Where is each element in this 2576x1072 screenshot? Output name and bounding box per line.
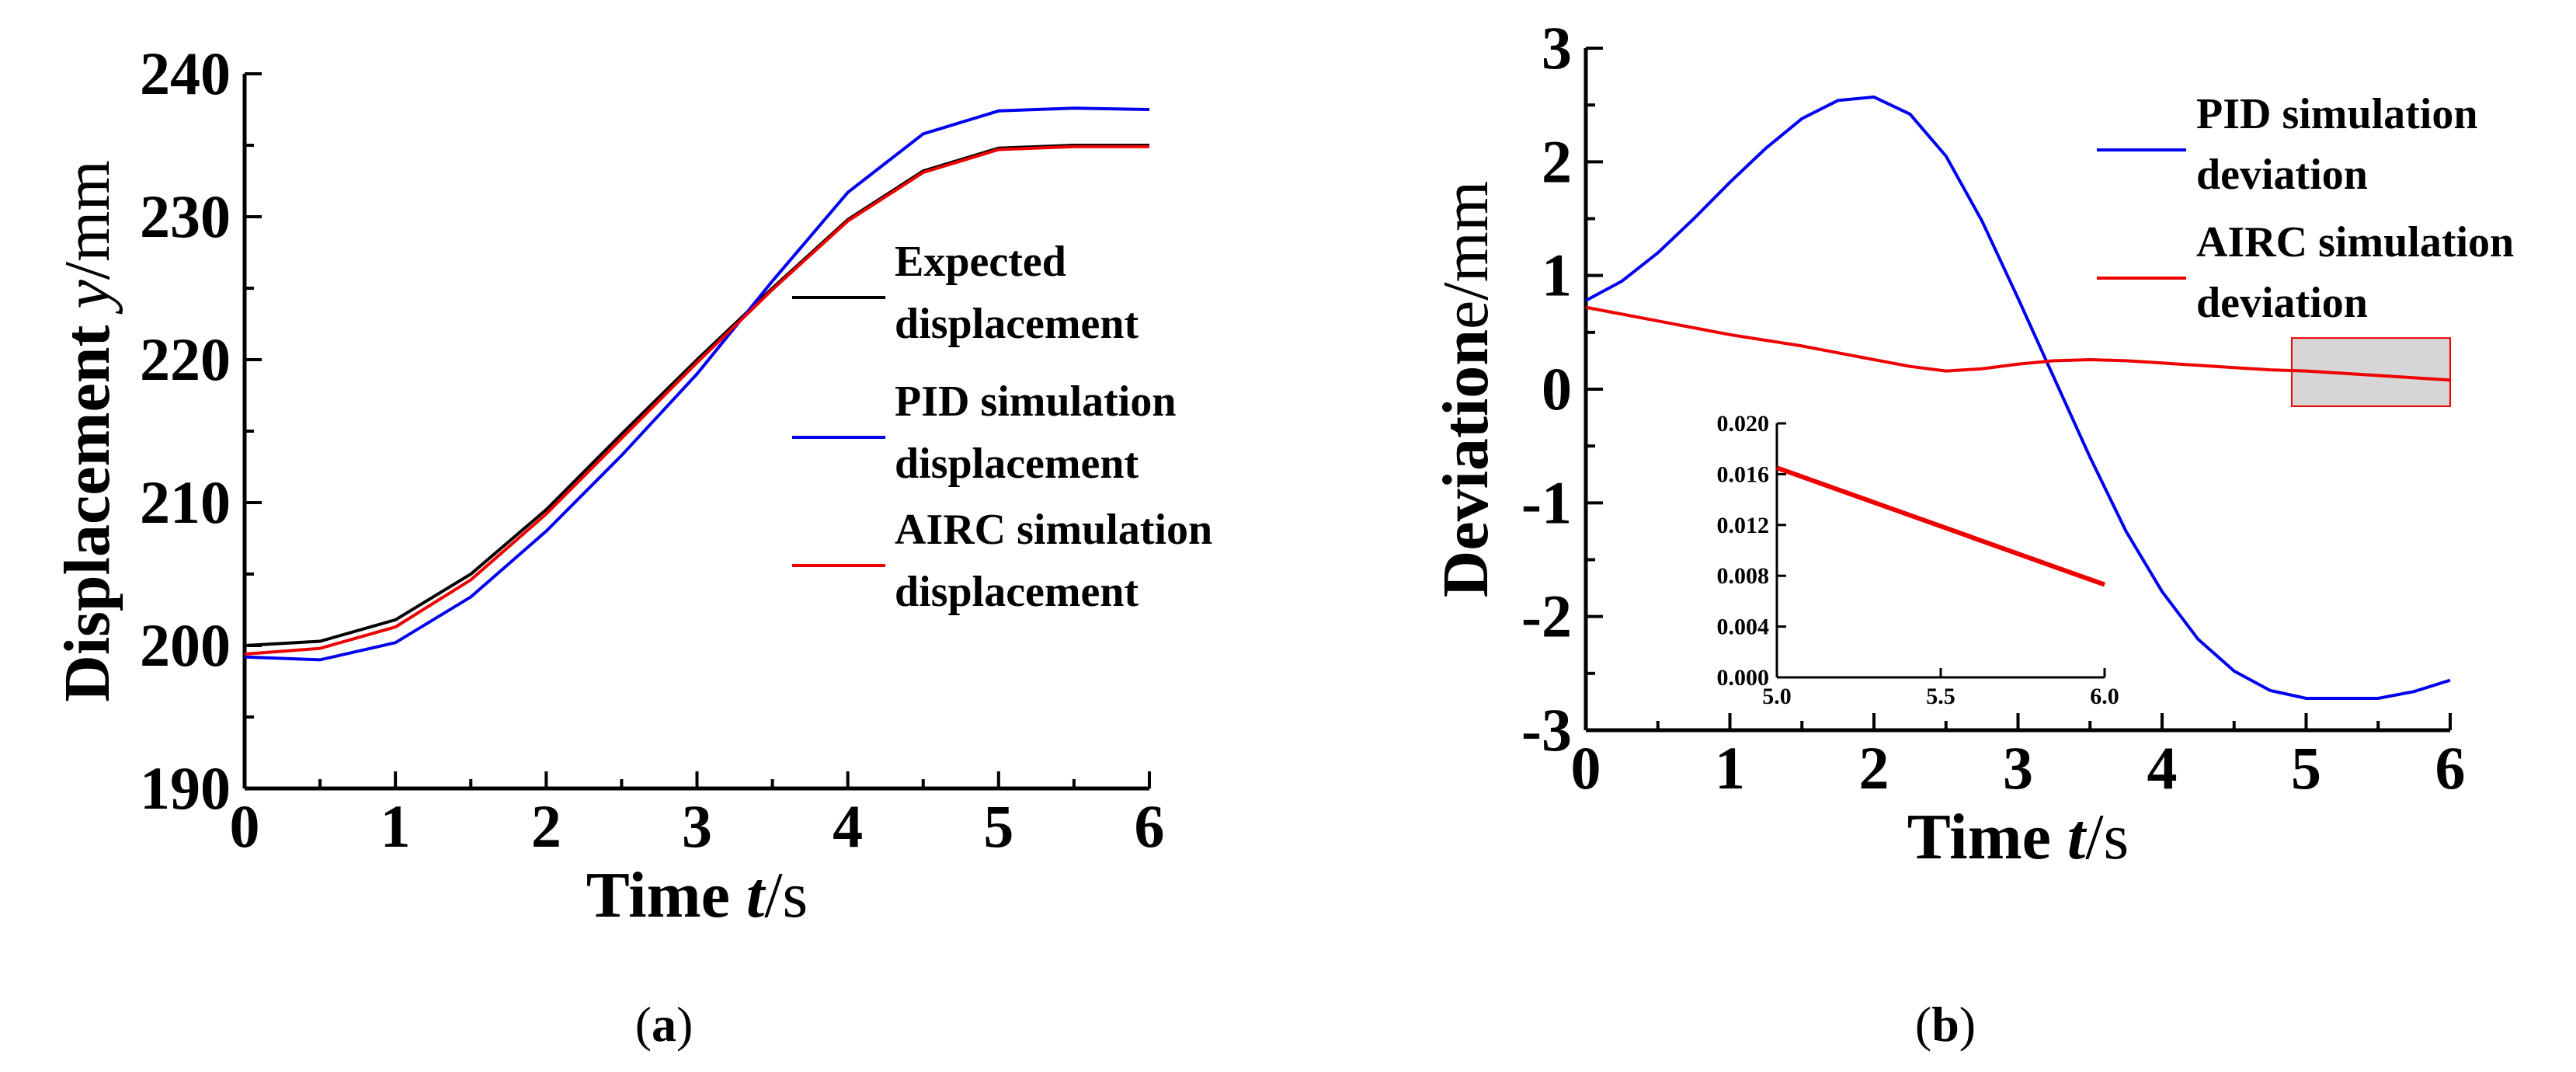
panel-b-series-line-1 (1585, 305, 2451, 382)
panel-b-caption: (b) (1915, 997, 1976, 1052)
panel-b-caption-close: ) (1959, 997, 1976, 1052)
panel-a-caption: (a) (635, 997, 694, 1052)
panel-a-legend-label: Expected (895, 238, 1066, 286)
panel-a-y-label-var: y (51, 280, 123, 315)
inset-x-tick-label: 6.0 (2090, 684, 2119, 709)
inset-y-tick-label: 0.000 (1717, 665, 1770, 691)
panel-b-caption-open: ( (1915, 997, 1931, 1052)
panel-a-x-label-prefix: Time (586, 859, 746, 931)
panel-a-x-tick-label: 2 (531, 792, 561, 860)
panel-b-x-label-suffix: /s (2085, 801, 2129, 873)
panel-a-y-label-prefix: Displacement (51, 309, 123, 702)
panel-a-y-tick-label: 190 (140, 754, 231, 822)
inset-y-tick-label: 0.004 (1717, 614, 1770, 640)
panel-b-legend-label: AIRC simulation (2196, 218, 2514, 266)
panel-a-legend-label: displacement (895, 568, 1139, 616)
panel-b-y-axis-label: Deviatione/mm (1430, 181, 1502, 598)
panel-b-x-label-prefix: Time (1907, 801, 2067, 873)
panel-a-caption-open: ( (635, 997, 652, 1052)
panel-b-y-tick-label: 3 (1542, 14, 1572, 82)
inset-y-tick-label: 0.012 (1717, 513, 1770, 538)
panel-b-y-tick-label: 0 (1542, 355, 1572, 423)
inset-series-line-0 (1775, 465, 2106, 587)
panel-a-x-tick-label: 6 (1135, 792, 1165, 860)
panel-a-y-tick-label: 210 (140, 468, 231, 536)
panel-a-y-tick-label: 200 (140, 611, 231, 679)
panel-a-series-line-2 (244, 144, 1149, 656)
inset-y-tick-label: 0.008 (1717, 563, 1770, 589)
panel-a-series-line-1 (244, 106, 1150, 662)
panel-b-y-label-prefix: Deviation (1430, 329, 1502, 597)
panel-b-x-tick-label: 2 (1859, 734, 1889, 802)
panel-b-x-tick-label: 0 (1571, 734, 1601, 802)
panel-b-legend-label: deviation (2196, 279, 2368, 327)
panel-a-x-tick-label: 4 (833, 792, 863, 860)
panel-b-x-tick-label: 4 (2147, 734, 2178, 802)
inset-y-tick-label: 0.016 (1717, 461, 1770, 487)
inset-y-tick-label: 0.020 (1717, 411, 1770, 437)
panel-a-y-label-suffix: /mm (51, 160, 123, 280)
inset-x-tick-label: 5.0 (1762, 684, 1792, 709)
panel-a-legend-label: PID simulation (895, 378, 1177, 426)
panel-b-x-tick-label: 3 (2003, 734, 2033, 802)
panel-b-y-tick-label: 1 (1542, 242, 1572, 309)
panel-a-y-tick-label: 240 (140, 40, 231, 107)
panel-a-legend-label: displacement (895, 440, 1139, 488)
panel-a-caption-close: ) (676, 997, 693, 1052)
panel-b-y-tick-label: 2 (1542, 127, 1572, 195)
panel-a-x-axis-label: Time t/s (586, 859, 808, 931)
panel-a-caption-letter: a (652, 997, 676, 1052)
panel-b-x-label-var: t (2067, 801, 2088, 873)
panel-b-x-tick-label: 5 (2291, 734, 2321, 802)
panel-a-x-label-var: t (746, 859, 767, 931)
panel-b-x-axis-label: Time t/s (1907, 801, 2129, 873)
panel-a: 0 1 2 3 4 5 6 190 200 210 220 230 240 Time t/s Displac… (51, 40, 1212, 1052)
panel-b-inset: 5.0 5.5 6.0 0.000 0.004 0.008 0.012 0.016 0.020 (1717, 411, 2119, 709)
panel-a-x-tick-label: 5 (983, 792, 1013, 860)
panel-a-x-tick-label: 1 (381, 792, 411, 860)
inset-x-tick-label: 5.5 (1926, 684, 1955, 709)
panel-a-x-label-suffix: /s (764, 859, 808, 931)
panel-b-legend-label: PID simulation (2196, 90, 2478, 138)
panel-b-x-tick-label: 1 (1715, 734, 1745, 802)
panel-b-y-tick-label: -2 (1521, 583, 1572, 650)
panel-b-y-label-suffix: e/mm (1430, 181, 1502, 329)
panel-b-x-tick-label: 6 (2435, 734, 2466, 802)
panel-b-legend-label: deviation (2196, 151, 2368, 199)
panel-a-y-tick-label: 230 (140, 183, 231, 250)
panel-b-y-tick-label: -3 (1521, 696, 1572, 764)
panel-a-legend-label: AIRC simulation (895, 506, 1212, 554)
panel-b-y-tick-label: -1 (1521, 468, 1572, 536)
panel-a-legend-label: displacement (895, 300, 1139, 348)
panel-a-x-tick-label: 0 (230, 792, 260, 860)
panel-a-y-axis-label: Displacement y/mm (51, 160, 123, 702)
panel-b-caption-letter: b (1931, 997, 1959, 1052)
panel-a-y-tick-label: 220 (140, 325, 231, 393)
panel-a-x-tick-label: 3 (682, 792, 712, 860)
panel-b-series-line-0 (1585, 95, 2451, 700)
